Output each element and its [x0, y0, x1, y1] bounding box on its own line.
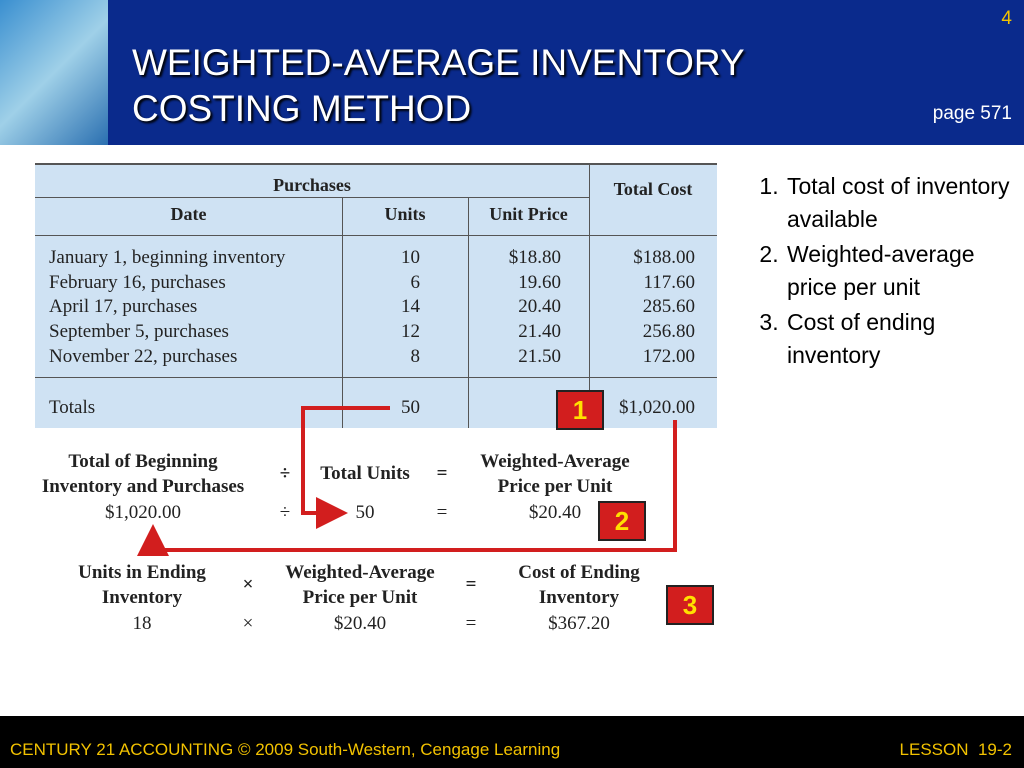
table-cell: 117.60 — [643, 271, 695, 293]
table-cell: $188.00 — [633, 247, 695, 268]
formula-value: $20.40 — [528, 502, 582, 523]
step-badge: 1 — [556, 390, 604, 430]
step-badge: 3 — [666, 585, 714, 625]
formula-value: ÷ — [279, 502, 291, 523]
formula-term: Cost of Ending Inventory — [518, 562, 640, 608]
table-cell: $18.80 — [508, 247, 561, 268]
column-header: Unit Price — [489, 204, 568, 224]
purchases-table: Purchases Date Units Unit Price Total Cost Ja… — [35, 163, 717, 428]
formula-value: $1,020.00 — [105, 502, 181, 523]
table-cell: 8 — [410, 345, 421, 367]
group-header: Purchases — [273, 175, 351, 195]
table-cell: 172.00 — [642, 345, 695, 367]
rule — [35, 377, 717, 378]
rule — [35, 163, 717, 165]
step-list: Total cost of inventory availableWeighte… — [745, 170, 1015, 374]
formula-term: Total Units — [320, 463, 410, 484]
table-cell: 19.60 — [518, 271, 561, 293]
formula-value: = — [465, 613, 477, 634]
column-header: Date — [170, 204, 207, 224]
rule — [342, 198, 343, 428]
footer-right: LESSON 19-2 — [899, 740, 1012, 759]
formula-term: Total of Beginning Inventory and Purchas… — [41, 451, 245, 497]
formula-value: 50 — [355, 502, 375, 523]
formula-value: × — [242, 613, 254, 634]
step-badge: 2 — [598, 501, 646, 541]
table-cell: April 17, purchases — [49, 296, 198, 318]
table-cell: 6 — [410, 271, 421, 293]
formula-value: $367.20 — [548, 613, 610, 634]
rule — [35, 197, 589, 198]
table-cell: February 16, purchases — [49, 271, 226, 293]
table-cell: September 5, purchases — [49, 321, 229, 343]
table-cell: 21.50 — [518, 345, 561, 367]
rule — [468, 198, 469, 428]
formula-term: Weighted-Average Price per Unit — [480, 451, 630, 497]
table-cell: 256.80 — [642, 321, 695, 343]
formula-term: = — [465, 574, 477, 595]
formula-value: = — [436, 502, 448, 523]
rule — [35, 235, 717, 236]
title-line: WEIGHTED-AVERAGE INVENTORY — [132, 42, 745, 83]
table-cell: 14 — [401, 296, 420, 318]
formula-term: ÷ — [279, 463, 291, 484]
formula-term: Units in Ending Inventory — [78, 562, 206, 608]
formula-value: $20.40 — [333, 613, 387, 634]
arrows — [137, 406, 677, 556]
logo — [0, 0, 108, 145]
column-header: Units — [384, 204, 426, 224]
totals-units: 50 — [401, 397, 420, 418]
formula-term: = — [436, 463, 448, 484]
step-item: Total cost of inventory available — [785, 170, 1015, 236]
rule — [589, 163, 590, 428]
page-ref: page 571 — [932, 103, 1012, 124]
column-header: Total Cost — [613, 179, 693, 199]
formula-value: 18 — [132, 613, 152, 634]
arrow — [301, 406, 390, 529]
table-cell: 12 — [401, 321, 420, 343]
formula-term: × — [242, 574, 254, 595]
totals-label: Totals — [49, 397, 96, 418]
footer-left: CENTURY 21 ACCOUNTING © 2009 South-Weste… — [10, 740, 561, 759]
table-cell: 20.40 — [518, 296, 561, 318]
step-item: Cost of ending inventory — [785, 306, 1015, 372]
formula-term: Weighted-Average Price per Unit — [285, 562, 435, 608]
slide-number: 4 — [1001, 8, 1012, 29]
arrow — [137, 420, 677, 556]
header-band — [0, 0, 1024, 145]
table-cell: January 1, beginning inventory — [49, 247, 286, 268]
table-cell: 10 — [401, 247, 420, 268]
footer-band — [0, 716, 1024, 768]
table-cell: November 22, purchases — [49, 345, 238, 367]
title-line: COSTING METHOD — [132, 88, 472, 129]
totals-cost: $1,020.00 — [619, 397, 695, 418]
table-cell: 21.40 — [518, 321, 561, 343]
table-cell: 285.60 — [642, 296, 695, 318]
step-item: Weighted-average price per unit — [785, 238, 1015, 304]
